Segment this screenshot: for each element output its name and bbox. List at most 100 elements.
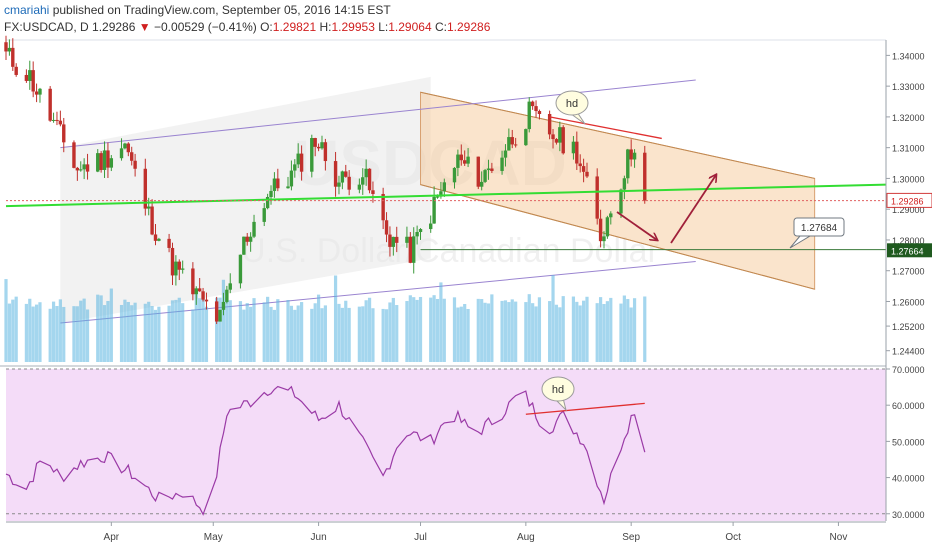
candle[interactable] bbox=[561, 127, 565, 154]
hd-callout-rsi[interactable]: hd bbox=[541, 376, 575, 412]
candle[interactable] bbox=[530, 101, 535, 107]
candle[interactable] bbox=[218, 309, 222, 322]
candle[interactable] bbox=[442, 182, 447, 192]
candle[interactable] bbox=[238, 254, 243, 284]
candle[interactable] bbox=[609, 213, 613, 218]
candle[interactable] bbox=[262, 208, 266, 222]
arrow-up[interactable] bbox=[670, 175, 716, 244]
candle[interactable] bbox=[191, 268, 195, 295]
candle[interactable] bbox=[197, 288, 202, 292]
candle[interactable] bbox=[598, 218, 603, 242]
candle[interactable] bbox=[99, 153, 103, 170]
candle[interactable] bbox=[418, 229, 423, 233]
green-trendline[interactable] bbox=[5, 183, 887, 208]
candle[interactable] bbox=[214, 301, 219, 322]
candle[interactable] bbox=[429, 223, 433, 230]
candle[interactable] bbox=[143, 168, 148, 209]
candle[interactable] bbox=[527, 101, 531, 130]
candle[interactable] bbox=[150, 206, 154, 235]
candle[interactable] bbox=[503, 150, 508, 158]
candle[interactable] bbox=[524, 129, 528, 146]
candle[interactable] bbox=[276, 178, 280, 189]
candle[interactable] bbox=[626, 149, 630, 179]
candle[interactable] bbox=[82, 164, 86, 170]
candle[interactable] bbox=[180, 268, 185, 270]
candle[interactable] bbox=[551, 134, 555, 140]
hd-callout-price[interactable]: hd bbox=[555, 90, 589, 125]
candle[interactable] bbox=[14, 66, 18, 75]
candle[interactable] bbox=[31, 70, 35, 92]
candle[interactable] bbox=[269, 190, 273, 197]
candle[interactable] bbox=[371, 190, 375, 194]
candle[interactable] bbox=[7, 47, 12, 52]
symbol-label[interactable]: FX:USDCAD, D bbox=[4, 20, 89, 34]
candle[interactable] bbox=[483, 170, 487, 182]
candle[interactable] bbox=[126, 143, 131, 153]
candle[interactable] bbox=[432, 196, 436, 224]
author-name[interactable]: cmariahi bbox=[4, 3, 50, 17]
candle[interactable] bbox=[534, 106, 538, 112]
candle[interactable] bbox=[38, 88, 42, 95]
candle[interactable] bbox=[333, 161, 338, 187]
candle[interactable] bbox=[632, 152, 637, 160]
orange-channel-lower[interactable] bbox=[420, 184, 815, 290]
purple-channel-upper[interactable] bbox=[60, 79, 696, 149]
level-callout[interactable]: 1.27684 bbox=[789, 217, 845, 249]
candle[interactable] bbox=[405, 236, 409, 243]
candle[interactable] bbox=[605, 217, 610, 237]
candle[interactable] bbox=[174, 261, 178, 276]
candle[interactable] bbox=[439, 191, 443, 197]
candle[interactable] bbox=[265, 196, 270, 209]
rsi-divergence-line[interactable] bbox=[525, 402, 645, 415]
candle[interactable] bbox=[106, 150, 110, 168]
candle[interactable] bbox=[381, 193, 385, 221]
candle[interactable] bbox=[201, 291, 205, 300]
candle[interactable] bbox=[622, 178, 627, 190]
candle[interactable] bbox=[96, 153, 100, 172]
candle[interactable] bbox=[170, 247, 175, 276]
candle[interactable] bbox=[24, 74, 29, 81]
candle[interactable] bbox=[435, 196, 440, 198]
candle[interactable] bbox=[296, 153, 300, 165]
candle[interactable] bbox=[157, 238, 161, 241]
candle[interactable] bbox=[85, 164, 90, 172]
candle[interactable] bbox=[102, 150, 107, 170]
candle[interactable] bbox=[643, 152, 647, 201]
candle[interactable] bbox=[320, 142, 324, 149]
candle[interactable] bbox=[293, 164, 297, 171]
candle[interactable] bbox=[310, 138, 314, 172]
candle[interactable] bbox=[456, 154, 460, 168]
candle[interactable] bbox=[245, 236, 249, 242]
candle[interactable] bbox=[388, 234, 392, 247]
candle[interactable] bbox=[602, 236, 606, 242]
candle[interactable] bbox=[575, 141, 579, 164]
candle[interactable] bbox=[452, 167, 457, 183]
candle[interactable] bbox=[384, 220, 389, 235]
candle[interactable] bbox=[459, 154, 463, 161]
candle[interactable] bbox=[367, 168, 372, 191]
red-divergence-line[interactable] bbox=[549, 116, 662, 140]
candle[interactable] bbox=[361, 177, 365, 185]
candle[interactable] bbox=[286, 186, 290, 189]
arrow-down[interactable] bbox=[616, 211, 657, 240]
candle[interactable] bbox=[466, 156, 470, 164]
candle[interactable] bbox=[558, 127, 562, 143]
candle[interactable] bbox=[62, 124, 66, 143]
candle[interactable] bbox=[55, 119, 59, 121]
candle[interactable] bbox=[221, 301, 226, 310]
candle[interactable] bbox=[357, 184, 362, 190]
candle[interactable] bbox=[252, 221, 256, 237]
candle[interactable] bbox=[34, 91, 39, 95]
candle[interactable] bbox=[228, 283, 232, 290]
candle[interactable] bbox=[167, 238, 171, 248]
candle[interactable] bbox=[316, 146, 321, 149]
candle[interactable] bbox=[412, 236, 416, 263]
candle[interactable] bbox=[364, 168, 368, 178]
candle[interactable] bbox=[619, 189, 623, 214]
candle[interactable] bbox=[395, 236, 399, 243]
candle[interactable] bbox=[486, 168, 491, 171]
candle[interactable] bbox=[337, 182, 341, 187]
candle[interactable] bbox=[476, 156, 480, 187]
candle[interactable] bbox=[4, 42, 8, 52]
